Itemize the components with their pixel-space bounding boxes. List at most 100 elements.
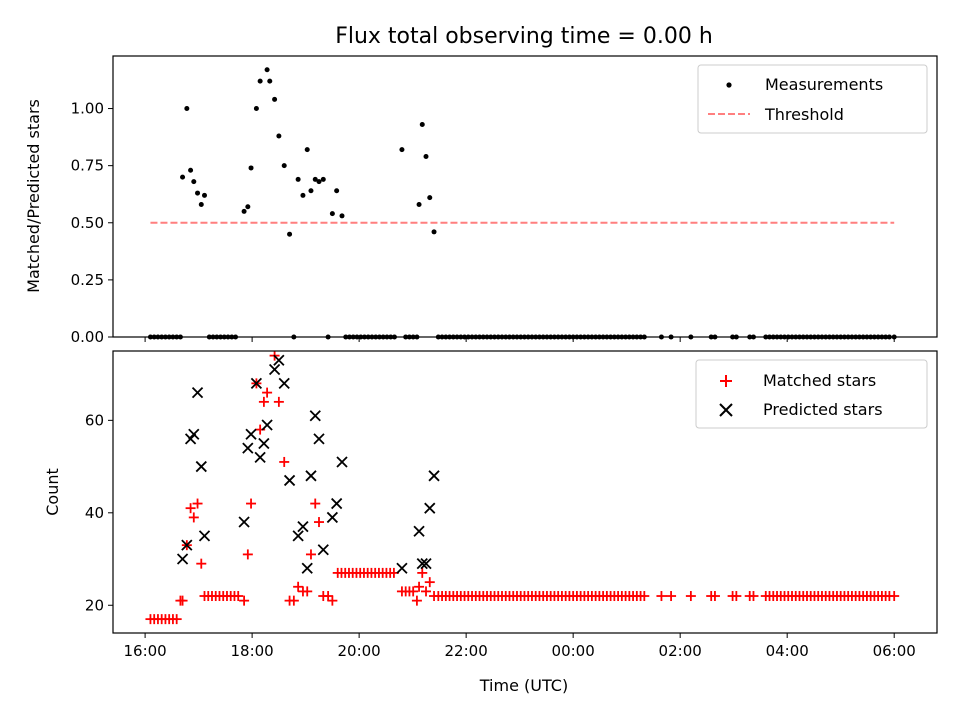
- predicted-star-marker-10: [250, 377, 263, 389]
- measurement-point-15: [201, 192, 207, 198]
- legend-matched-label: Matched stars: [763, 371, 876, 390]
- xtick-label-5: 02:00: [659, 642, 702, 660]
- measurement-point-33: [281, 163, 287, 169]
- ratio-marks: [147, 67, 897, 340]
- legend-measurements-marker: [726, 82, 732, 88]
- ratio-ylabel: Matched/Predicted stars: [24, 99, 43, 293]
- measurement-point-68: [423, 154, 429, 160]
- matched-star-marker-65: [408, 586, 419, 597]
- matched-star-marker-39: [302, 586, 313, 597]
- matched-star-marker-136: [748, 591, 759, 602]
- measurement-point-44: [329, 211, 335, 217]
- predicted-star-marker-27: [336, 456, 348, 468]
- measurement-point-39: [308, 188, 314, 194]
- matched-star-marker-45: [327, 595, 338, 606]
- measurement-point-30: [267, 78, 273, 84]
- measurement-point-70: [431, 229, 437, 235]
- matched-star-marker-26: [242, 549, 253, 560]
- predicted-star-marker-31: [420, 558, 432, 570]
- matched-star-marker-37: [293, 581, 304, 592]
- xtick-label-6: 04:00: [766, 642, 809, 660]
- measurement-point-40: [312, 176, 318, 182]
- measurement-point-66: [416, 201, 422, 207]
- matched-star-marker-14: [196, 558, 207, 569]
- predicted-star-marker-23: [313, 433, 325, 445]
- predicted-star-marker-24: [317, 544, 329, 556]
- measurement-point-12: [191, 179, 197, 185]
- xtick-label-4: 00:00: [552, 642, 595, 660]
- matched-star-marker-12: [188, 512, 199, 523]
- predicted-star-marker-11: [254, 451, 266, 463]
- predicted-star-marker-29: [413, 525, 425, 537]
- measurement-point-38: [304, 147, 310, 153]
- measurement-point-24: [241, 208, 247, 214]
- measurement-point-45: [334, 188, 340, 194]
- ratio-ytick-label-0: 0.00: [71, 328, 104, 346]
- matched-star-marker-34: [279, 456, 290, 467]
- predicted-star-marker-17: [283, 474, 296, 487]
- matched-star-marker-36: [288, 595, 299, 606]
- predicted-star-marker-16: [278, 377, 290, 389]
- legend-matched-marker: [720, 375, 732, 387]
- predicted-star-marker-32: [424, 502, 436, 514]
- measurement-point-46: [339, 213, 345, 219]
- measurement-point-31: [272, 96, 278, 102]
- matched-star-marker-30: [258, 396, 269, 407]
- matched-star-marker-25: [239, 595, 250, 606]
- measurement-point-25: [245, 204, 251, 210]
- measurement-point-69: [427, 195, 433, 201]
- matched-star-marker-44: [323, 591, 334, 602]
- matched-star-marker-134: [731, 591, 742, 602]
- counts-legend-box: [695, 359, 928, 429]
- ratio-ticks: 0.00 0.25 0.50 0.75 1.00: [71, 100, 895, 346]
- matched-star-marker-9: [177, 595, 188, 606]
- measurement-point-27: [253, 106, 259, 112]
- matched-star-marker-27: [246, 498, 257, 509]
- matched-star-marker-31: [262, 387, 273, 398]
- counts-marks: [145, 350, 900, 625]
- matched-star-marker-70: [424, 577, 435, 588]
- predicted-star-marker-1: [181, 539, 193, 551]
- measurement-point-36: [295, 176, 301, 182]
- counts-ylabel: Count: [43, 468, 62, 516]
- measurement-point-26: [248, 165, 254, 171]
- legend-predicted-label: Predicted stars: [763, 400, 883, 419]
- counts-legend: Matched stars Predicted stars: [695, 359, 928, 429]
- legend-predicted-marker: [719, 403, 733, 417]
- counts-ticks: 20 40 60 16:00 18:00 20:00 22:00 00:00 02:00 04:0…: [85, 411, 916, 660]
- ratio-ytick-label-3: 0.75: [71, 157, 104, 175]
- measurement-point-34: [287, 231, 293, 237]
- predicted-star-marker-3: [188, 428, 200, 440]
- xtick-label-7: 06:00: [873, 642, 916, 660]
- x-axis-label: Time (UTC): [479, 676, 568, 695]
- measurement-point-9: [180, 174, 186, 180]
- ratio-ytick-label-4: 1.00: [71, 100, 104, 118]
- measurement-point-32: [276, 133, 282, 139]
- matched-star-marker-129: [666, 591, 677, 602]
- matched-star-marker-33: [273, 396, 284, 407]
- predicted-star-marker-8: [242, 442, 254, 454]
- matched-star-marker-40: [305, 549, 316, 560]
- predicted-star-marker-0: [176, 553, 189, 565]
- matched-star-marker-7: [171, 614, 182, 625]
- predicted-star-marker-4: [191, 386, 204, 399]
- predicted-star-marker-12: [258, 437, 270, 450]
- matched-star-marker-66: [411, 595, 422, 606]
- predicted-star-marker-13: [261, 419, 273, 431]
- matched-star-marker-171: [889, 591, 900, 602]
- ratio-axes-frame: [112, 55, 938, 338]
- counts-ytick-label-0: 20: [85, 596, 104, 614]
- predicted-star-marker-20: [301, 562, 313, 574]
- measurement-point-11: [188, 167, 194, 173]
- ratio-legend-box: [697, 64, 928, 134]
- measurement-point-10: [184, 106, 190, 112]
- matched-star-marker-130: [685, 591, 696, 602]
- predicted-star-marker-30: [416, 558, 428, 570]
- counts-panel: 20 40 60 16:00 18:00 20:00 22:00 00:00 02:00 04:0…: [43, 350, 938, 695]
- ratio-panel: 0.00 0.25 0.50 0.75 1.00 Matched/Predicted s…: [24, 55, 938, 346]
- predicted-star-marker-9: [245, 428, 257, 440]
- legend-measurements-label: Measurements: [765, 75, 883, 94]
- xtick-label-3: 22:00: [445, 642, 488, 660]
- matched-star-marker-13: [192, 498, 203, 509]
